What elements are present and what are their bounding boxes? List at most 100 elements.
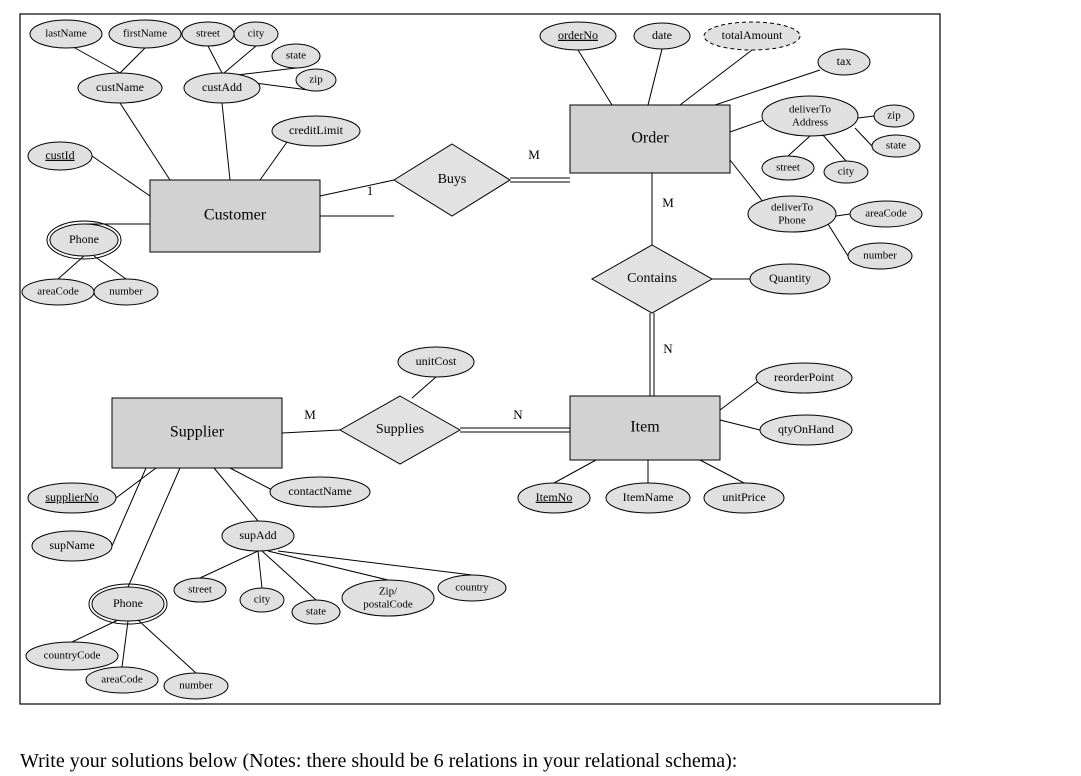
attr-unitCost: unitCost bbox=[398, 347, 474, 377]
er-diagram: CustomerOrderItemSupplierBuysContainsSup… bbox=[0, 0, 1081, 776]
attr-label: zip bbox=[309, 74, 323, 86]
question-caption: Write your solutions below (Notes: there… bbox=[20, 750, 737, 773]
attr-custName: custName bbox=[78, 73, 162, 103]
entity-item: Item bbox=[570, 396, 720, 460]
entity-order: Order bbox=[570, 105, 730, 173]
attr-state2: state bbox=[872, 135, 920, 157]
attr-label: Phone bbox=[113, 596, 143, 610]
attr-custAdd: custAdd bbox=[184, 73, 260, 103]
attr-label: country bbox=[455, 582, 489, 594]
attr-countryCode: countryCode bbox=[26, 642, 118, 670]
attr-orderNo: orderNo bbox=[540, 22, 616, 50]
attr-lastName: lastName bbox=[30, 20, 102, 48]
page: CustomerOrderItemSupplierBuysContainsSup… bbox=[0, 0, 1081, 776]
attr-totalAmount: totalAmount bbox=[704, 22, 800, 50]
attr-label: unitCost bbox=[416, 354, 457, 368]
attr-label: Phone bbox=[778, 215, 806, 227]
attr-areaCode2: areaCode bbox=[850, 201, 922, 227]
attr-unitPrice: unitPrice bbox=[704, 483, 784, 513]
cardinality-label: M bbox=[304, 407, 316, 422]
attr-label: orderNo bbox=[558, 28, 598, 42]
attr-label: tax bbox=[837, 54, 852, 68]
attr-deliverPhone: deliverToPhone bbox=[748, 196, 836, 232]
attr-phone1: Phone bbox=[47, 221, 121, 259]
attr-reorderPoint: reorderPoint bbox=[756, 363, 852, 393]
attr-label: custName bbox=[96, 80, 144, 94]
attr-label: contactName bbox=[288, 484, 351, 498]
cardinality-label: M bbox=[528, 147, 540, 162]
attr-itemNo: ItemNo bbox=[518, 483, 590, 513]
attr-label: Address bbox=[792, 117, 828, 129]
attr-label: street bbox=[188, 584, 212, 596]
attr-label: deliverTo bbox=[789, 104, 831, 116]
entity-label: Customer bbox=[204, 207, 267, 224]
attr-label: ItemName bbox=[623, 490, 674, 504]
attr-itemName: ItemName bbox=[606, 483, 690, 513]
attr-label: custAdd bbox=[202, 80, 242, 94]
attr-label: state bbox=[886, 140, 906, 152]
attr-label: city bbox=[254, 594, 271, 606]
entity-label: Supplier bbox=[170, 424, 225, 441]
relationship-label: Supplies bbox=[376, 422, 424, 437]
attr-label: supName bbox=[49, 538, 94, 552]
attr-tax: tax bbox=[818, 49, 870, 75]
attr-label: lastName bbox=[45, 28, 87, 40]
attr-label: creditLimit bbox=[289, 123, 344, 137]
attr-qtyOnHand: qtyOnHand bbox=[760, 415, 852, 445]
attr-label: supplierNo bbox=[45, 490, 98, 504]
attr-street3: street bbox=[174, 578, 226, 602]
attr-quantity: Quantity bbox=[750, 264, 830, 294]
cardinality-label: 1 bbox=[367, 183, 374, 198]
attr-label: street bbox=[196, 28, 220, 40]
entity-label: Order bbox=[631, 130, 669, 147]
attr-street1: street bbox=[182, 22, 234, 46]
attr-label: areaCode bbox=[37, 286, 79, 298]
entity-supplier: Supplier bbox=[112, 398, 282, 468]
attr-number1: number bbox=[94, 279, 158, 305]
attr-number3: number bbox=[164, 673, 228, 699]
attr-label: Zip/ bbox=[379, 586, 398, 598]
attr-city3: city bbox=[240, 588, 284, 612]
attr-creditLimit: creditLimit bbox=[272, 116, 360, 146]
attr-label: custId bbox=[45, 148, 74, 162]
cardinality-label: M bbox=[662, 195, 674, 210]
attr-areaCode3: areaCode bbox=[86, 667, 158, 693]
attr-street2: street bbox=[762, 156, 814, 180]
attr-label: unitPrice bbox=[722, 490, 765, 504]
attr-label: deliverTo bbox=[771, 202, 813, 214]
attr-label: street bbox=[776, 162, 800, 174]
attr-label: totalAmount bbox=[722, 28, 783, 42]
attr-label: number bbox=[179, 680, 213, 692]
attr-label: state bbox=[286, 50, 306, 62]
attr-country: country bbox=[438, 575, 506, 601]
attr-supAdd: supAdd bbox=[222, 521, 294, 551]
attr-label: state bbox=[306, 606, 326, 618]
attr-city2: city bbox=[824, 161, 868, 183]
attr-phone2: Phone bbox=[89, 584, 167, 624]
entity-label: Item bbox=[630, 419, 660, 436]
entity-customer: Customer bbox=[150, 180, 320, 252]
attr-supplierNo: supplierNo bbox=[28, 483, 116, 513]
attr-label: Phone bbox=[69, 232, 99, 246]
attr-contactName: contactName bbox=[270, 477, 370, 507]
attr-zip3: Zip/postalCode bbox=[342, 580, 434, 616]
attr-zip1: zip bbox=[296, 69, 336, 91]
attr-label: city bbox=[838, 166, 855, 178]
attr-state3: state bbox=[292, 600, 340, 624]
cardinality-label: N bbox=[663, 341, 673, 356]
attr-state1: state bbox=[272, 44, 320, 68]
attr-deliverAddr: deliverToAddress bbox=[762, 96, 858, 136]
attr-number2: number bbox=[848, 243, 912, 269]
attr-label: reorderPoint bbox=[774, 370, 835, 384]
attr-label: areaCode bbox=[101, 674, 143, 686]
relationship-label: Contains bbox=[627, 271, 677, 286]
attr-label: areaCode bbox=[865, 208, 907, 220]
attr-label: number bbox=[863, 250, 897, 262]
attr-custId: custId bbox=[28, 142, 92, 170]
cardinality-label: N bbox=[513, 407, 523, 422]
attr-label: qtyOnHand bbox=[778, 422, 834, 436]
attr-label: ItemNo bbox=[536, 490, 573, 504]
attr-zip2: zip bbox=[874, 105, 914, 127]
attr-label: firstName bbox=[123, 28, 167, 40]
attr-label: date bbox=[652, 28, 672, 42]
